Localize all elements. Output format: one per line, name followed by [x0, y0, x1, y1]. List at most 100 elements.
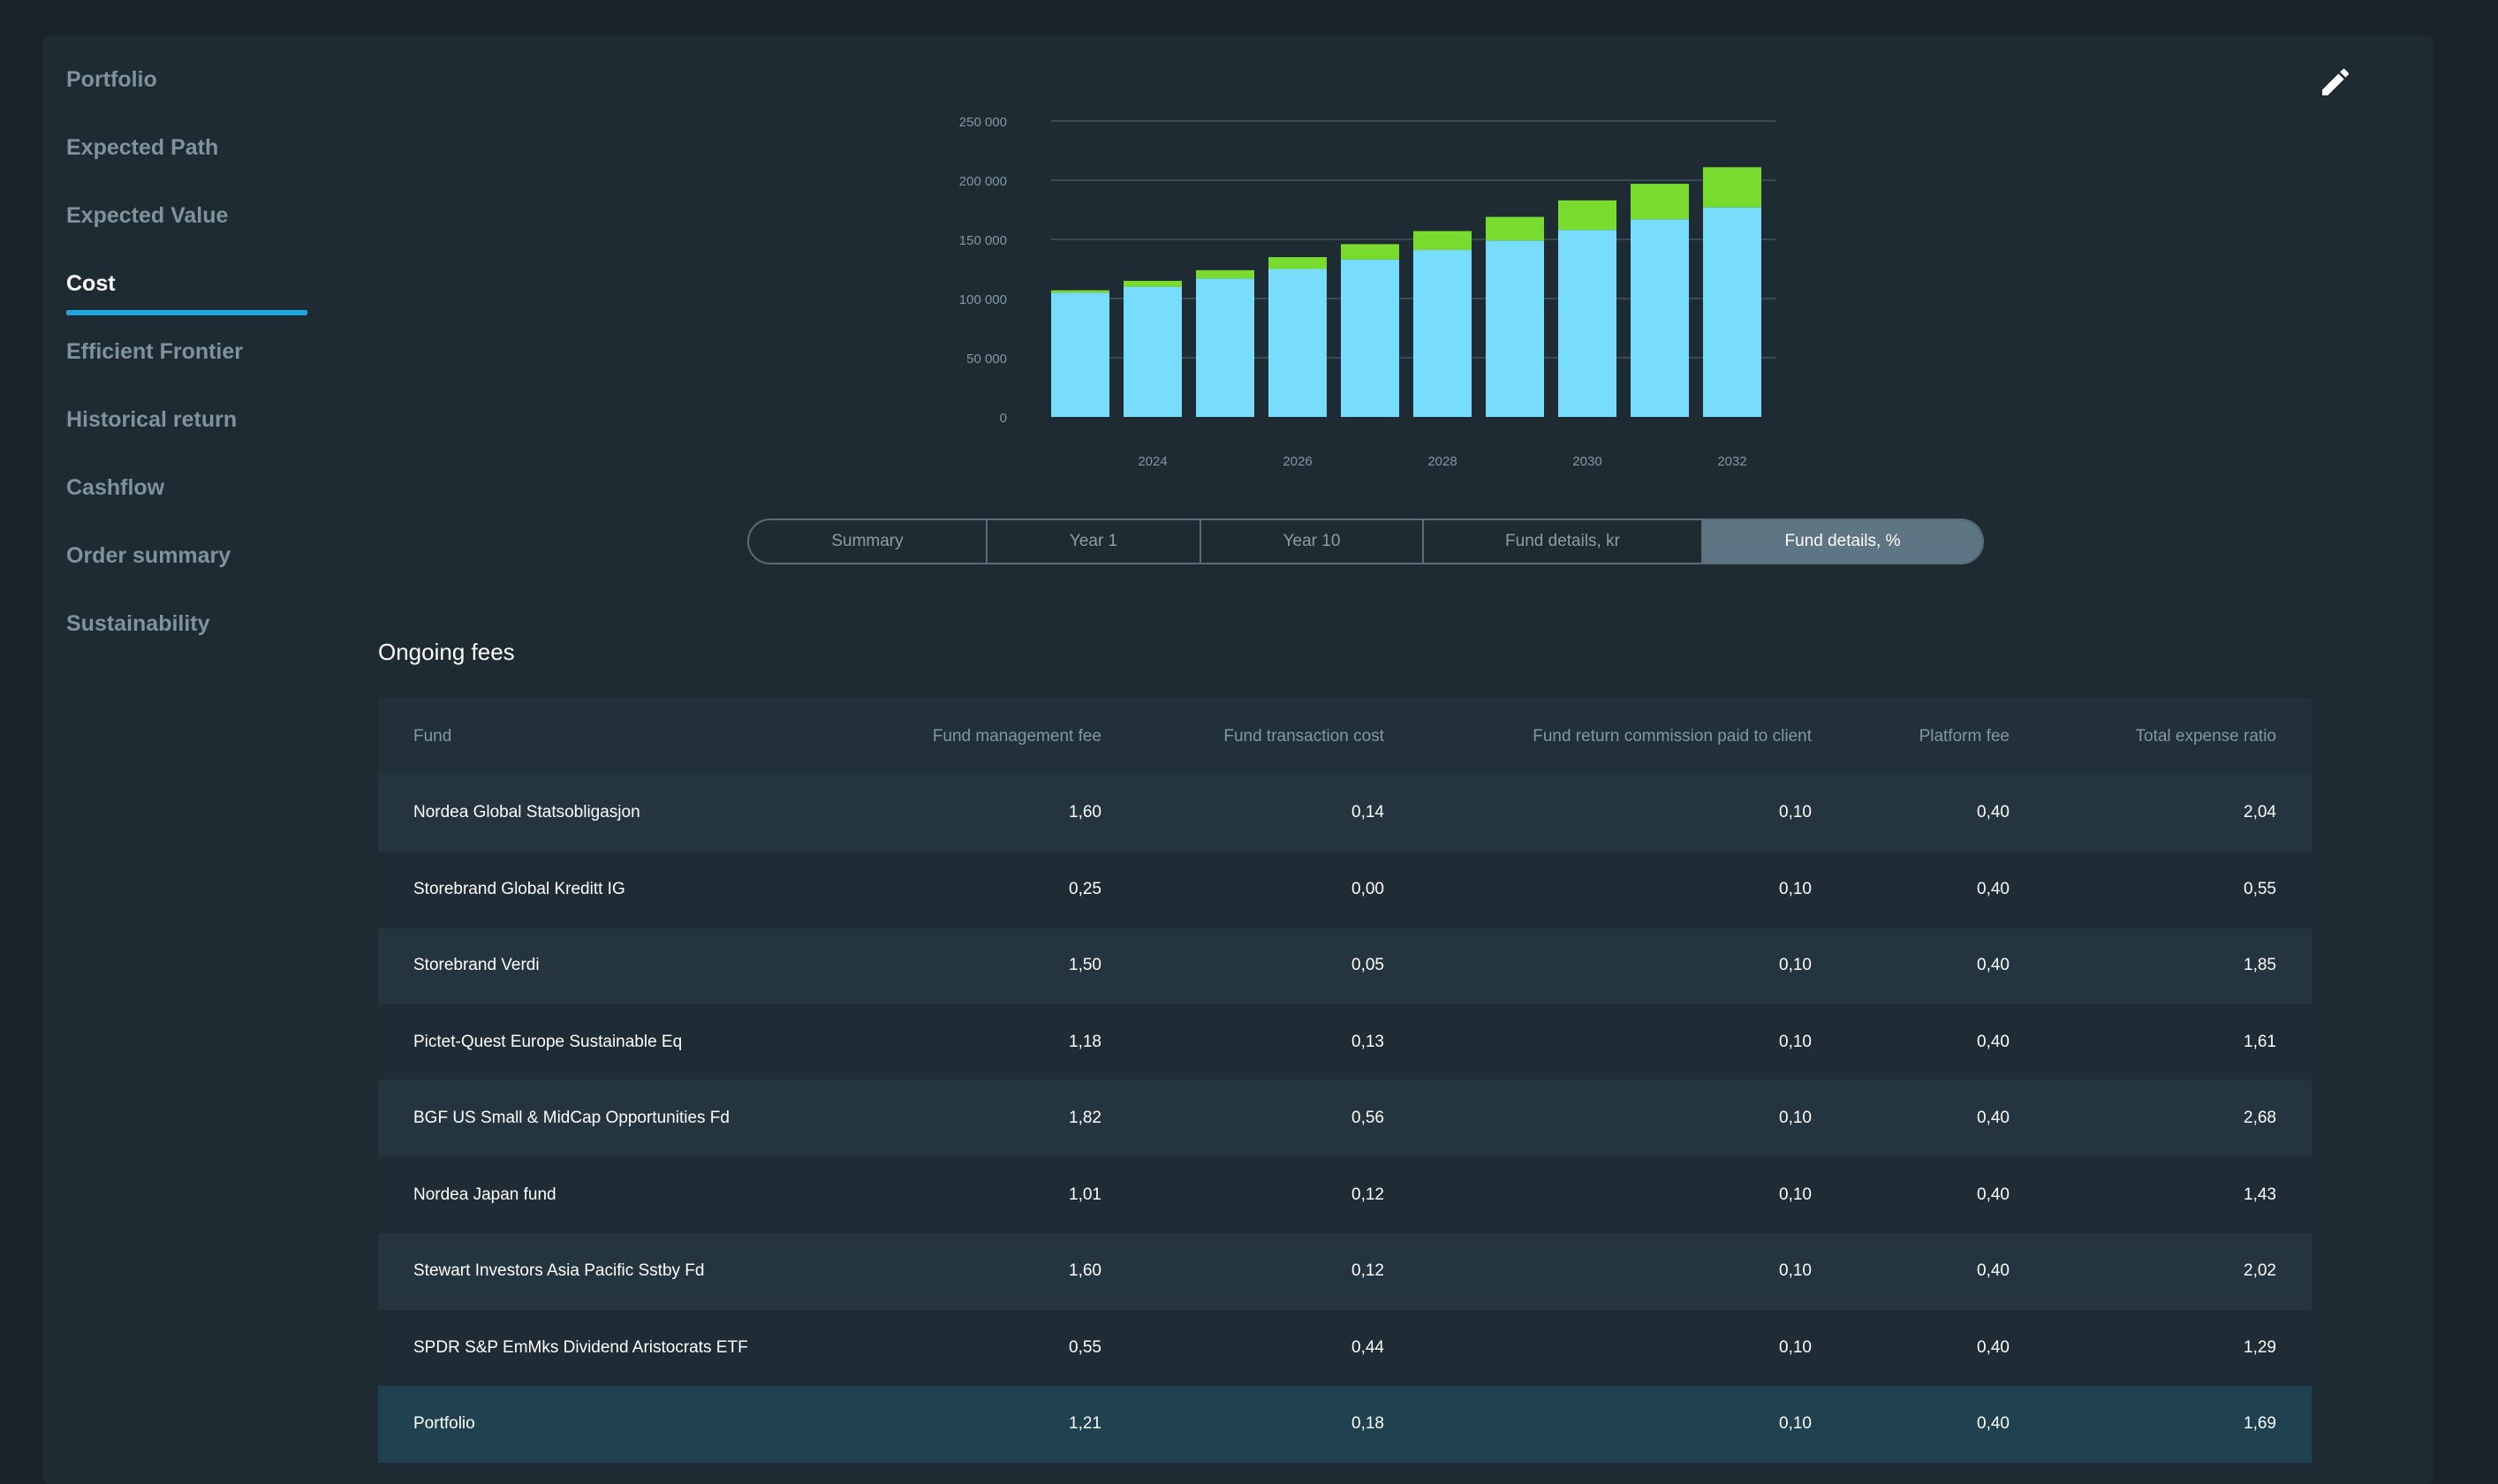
total-expense-ratio-cell: 1,43	[2045, 1156, 2312, 1233]
fund-name-cell: Storebrand Global Kreditt IG	[378, 851, 864, 928]
management-fee-cell: 1,60	[864, 1233, 1137, 1310]
platform-fee-cell: 0,40	[1847, 1003, 2045, 1080]
fund-name-cell: SPDR S&P EmMks Dividend Aristocrats ETF	[378, 1309, 864, 1386]
y-tick-label: 50 000	[966, 352, 1007, 367]
column-header-management-fee: Fund management fee	[864, 698, 1137, 775]
fund-name-cell: Pictet-Quest Europe Sustainable Eq	[378, 1003, 864, 1080]
table-row: Nordea Global Statsobligasjon 1,60 0,14 …	[378, 775, 2312, 852]
bar-segment-value	[1051, 292, 1109, 417]
table-row: BGF US Small & MidCap Opportunities Fd 1…	[378, 1080, 2312, 1157]
bar-segment-value	[1268, 269, 1327, 417]
transaction-cost-cell: 0,13	[1137, 1003, 1419, 1080]
x-tick-label: 2024	[1138, 454, 1167, 469]
tab-summary[interactable]: Summary	[749, 520, 988, 563]
return-commission-cell: 0,10	[1419, 1080, 1847, 1157]
bar-segment-value	[1341, 259, 1399, 417]
platform-fee-cell: 0,40	[1847, 1080, 2045, 1157]
management-fee-cell: 1,01	[864, 1156, 1137, 1233]
column-header-transaction-cost: Fund transaction cost	[1137, 698, 1419, 775]
tab-fund-details-percent[interactable]: Fund details, %	[1703, 520, 1982, 563]
column-header-return-commission: Fund return commission paid to client	[1419, 698, 1847, 775]
total-expense-ratio-cell: 1,61	[2045, 1003, 2312, 1080]
x-tick-label: 2028	[1427, 454, 1457, 469]
bar-segment-cost	[1703, 167, 1761, 208]
table-row: Nordea Japan fund 1,01 0,12 0,10 0,40 1,…	[378, 1156, 2312, 1233]
table-row: Pictet-Quest Europe Sustainable Eq 1,18 …	[378, 1003, 2312, 1080]
table-row: Stewart Investors Asia Pacific Sstby Fd …	[378, 1233, 2312, 1310]
fund-name-cell: Portfolio	[378, 1386, 864, 1463]
total-expense-ratio-cell: 2,04	[2045, 775, 2312, 852]
sidebar-item-portfolio[interactable]: Portfolio	[66, 67, 157, 92]
total-expense-ratio-cell: 1,69	[2045, 1386, 2312, 1463]
x-tick-label: 2032	[1717, 454, 1746, 469]
y-tick-label: 100 000	[959, 292, 1007, 307]
x-tick-label: 2026	[1283, 454, 1312, 469]
transaction-cost-cell: 0,44	[1137, 1309, 1419, 1386]
transaction-cost-cell: 0,05	[1137, 928, 1419, 1004]
y-tick-label: 200 000	[959, 174, 1007, 189]
sidebar-item-efficient-frontier[interactable]: Efficient Frontier	[66, 339, 244, 364]
tab-year-1[interactable]: Year 1	[988, 520, 1201, 563]
column-header-platform-fee: Platform fee	[1847, 698, 2045, 775]
sidebar-item-order-summary[interactable]: Order summary	[66, 543, 231, 568]
bar-segment-cost	[1631, 184, 1689, 220]
transaction-cost-cell: 0,00	[1137, 851, 1419, 928]
cost-chart: 0 50 000 100 000 150 000 200 000 250 000 2024 2…	[959, 115, 1775, 469]
column-header-fund: Fund	[378, 698, 864, 775]
management-fee-cell: 1,50	[864, 928, 1137, 1004]
table-row: SPDR S&P EmMks Dividend Aristocrats ETF …	[378, 1309, 2312, 1386]
bar-segment-value	[1558, 230, 1616, 417]
management-fee-cell: 0,55	[864, 1309, 1137, 1386]
table-row: Storebrand Verdi 1,50 0,05 0,10 0,40 1,8…	[378, 928, 2312, 1004]
y-tick-label: 150 000	[959, 233, 1007, 248]
management-fee-cell: 1,18	[864, 1003, 1137, 1080]
fund-name-cell: Nordea Global Statsobligasjon	[378, 775, 864, 852]
sidebar-item-sustainability[interactable]: Sustainability	[66, 611, 210, 636]
bar-segment-value	[1631, 219, 1689, 417]
platform-fee-cell: 0,40	[1847, 1386, 2045, 1463]
fund-name-cell: Storebrand Verdi	[378, 928, 864, 1004]
total-expense-ratio-cell: 1,29	[2045, 1309, 2312, 1386]
return-commission-cell: 0,10	[1419, 928, 1847, 1004]
return-commission-cell: 0,10	[1419, 1003, 1847, 1080]
bar-segment-value	[1486, 240, 1544, 417]
bar-segment-cost	[1341, 244, 1399, 260]
view-tabs: Summary Year 1 Year 10 Fund details, kr …	[747, 519, 1984, 564]
sidebar-item-expected-path[interactable]: Expected Path	[66, 135, 219, 160]
bar-segment-cost	[1196, 269, 1254, 279]
sidebar-item-historical-return[interactable]: Historical return	[66, 407, 238, 432]
sidebar-item-expected-value[interactable]: Expected Value	[66, 203, 229, 228]
edit-button[interactable]	[2318, 64, 2353, 100]
transaction-cost-cell: 0,18	[1137, 1386, 1419, 1463]
transaction-cost-cell: 0,56	[1137, 1080, 1419, 1157]
total-expense-ratio-cell: 2,68	[2045, 1080, 2312, 1157]
management-fee-cell: 0,25	[864, 851, 1137, 928]
portfolio-total-row: Portfolio 1,21 0,18 0,10 0,40 1,69	[378, 1386, 2312, 1463]
total-expense-ratio-cell: 1,85	[2045, 928, 2312, 1004]
return-commission-cell: 0,10	[1419, 1233, 1847, 1310]
fund-name-cell: Nordea Japan fund	[378, 1156, 864, 1233]
bar-segment-value	[1196, 278, 1254, 417]
return-commission-cell: 0,10	[1419, 1386, 1847, 1463]
bar-segment-value	[1413, 250, 1472, 417]
sidebar-item-cost[interactable]: Cost	[66, 266, 331, 334]
total-expense-ratio-cell: 2,02	[2045, 1233, 2312, 1310]
bar-segment-cost	[1413, 231, 1472, 251]
table-header-row: Fund Fund management fee Fund transactio…	[378, 698, 2312, 775]
management-fee-cell: 1,82	[864, 1080, 1137, 1157]
table-row: Storebrand Global Kreditt IG 0,25 0,00 0…	[378, 851, 2312, 928]
column-header-total-expense-ratio: Total expense ratio	[2045, 698, 2312, 775]
bar-segment-value	[1124, 286, 1182, 417]
y-tick-label: 0	[1000, 411, 1007, 426]
tab-fund-details-kr[interactable]: Fund details, kr	[1424, 520, 1703, 563]
bar-segment-value	[1703, 207, 1761, 417]
platform-fee-cell: 0,40	[1847, 928, 2045, 1004]
management-fee-cell: 1,21	[864, 1386, 1137, 1463]
fund-name-cell: Stewart Investors Asia Pacific Sstby Fd	[378, 1233, 864, 1310]
tab-year-10[interactable]: Year 10	[1201, 520, 1424, 563]
management-fee-cell: 1,60	[864, 775, 1137, 852]
return-commission-cell: 0,10	[1419, 1156, 1847, 1233]
sidebar-nav: Portfolio Expected Path Expected Value C…	[66, 62, 331, 674]
transaction-cost-cell: 0,12	[1137, 1233, 1419, 1310]
sidebar-item-cashflow[interactable]: Cashflow	[66, 475, 165, 500]
